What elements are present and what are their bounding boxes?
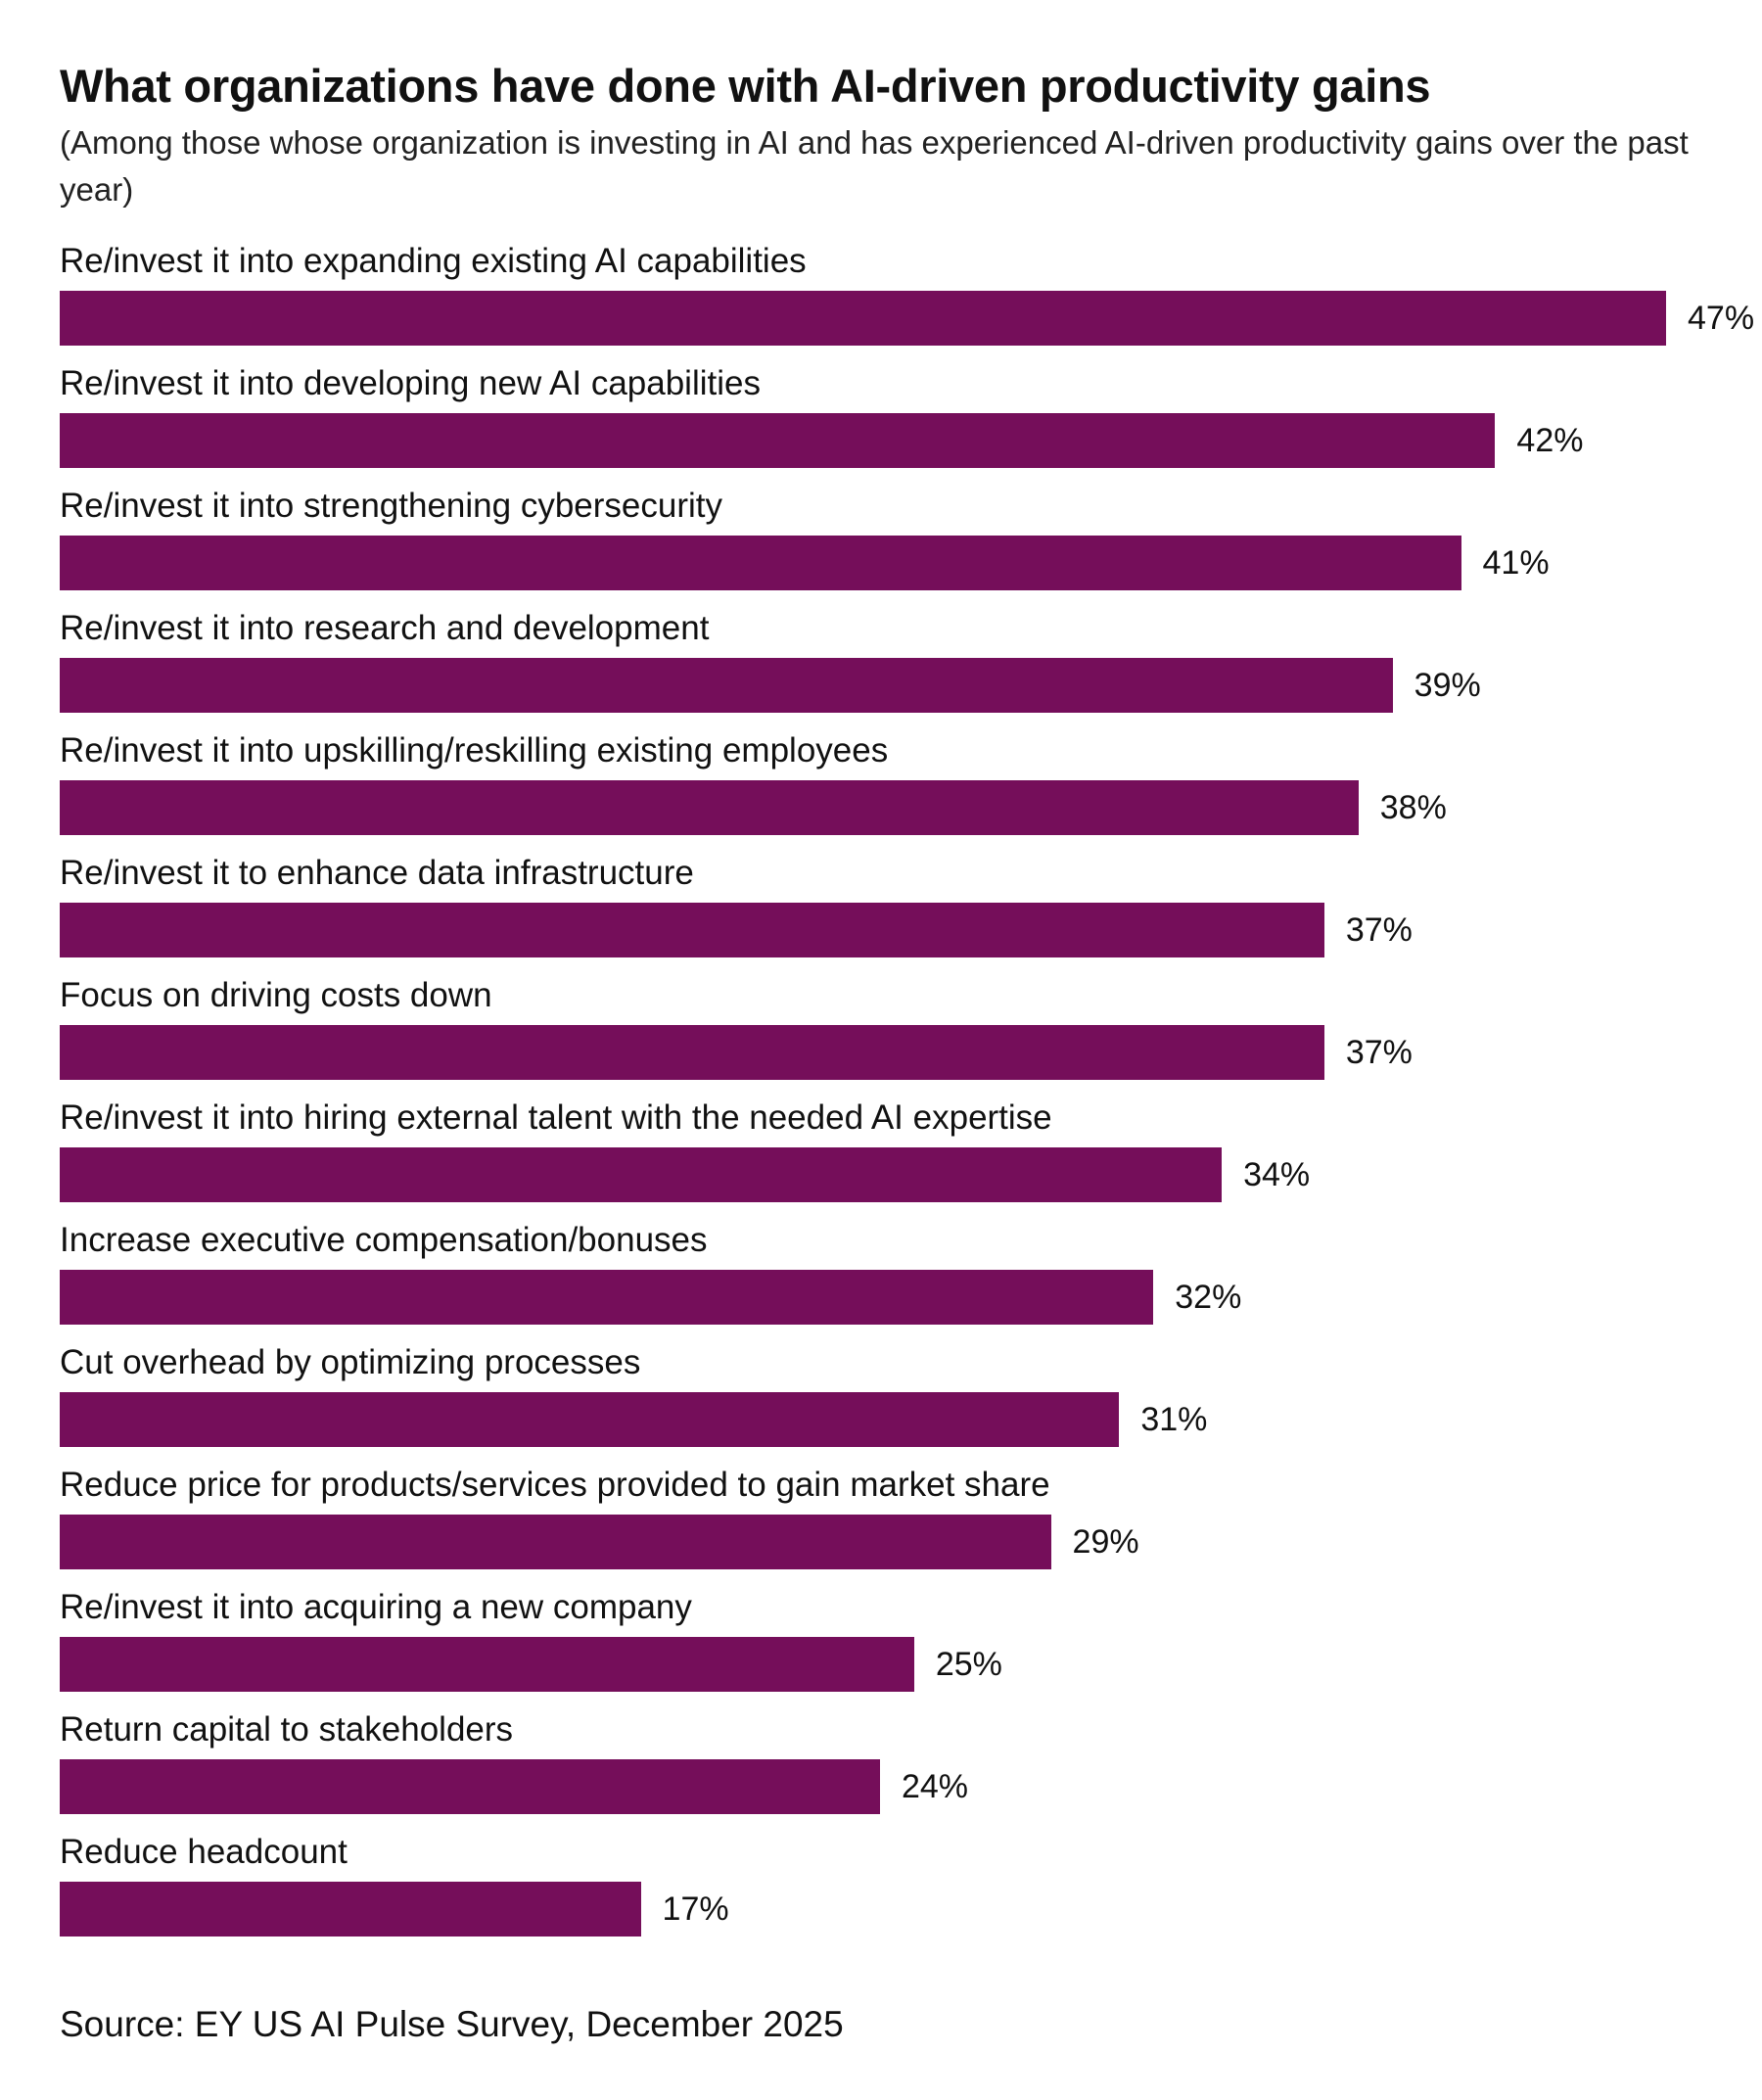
category-label: Re/invest it into research and developme… [60, 609, 710, 647]
value-label: 24% [901, 1768, 969, 1805]
bar [60, 1759, 880, 1814]
value-label: 37% [1345, 1034, 1413, 1071]
chart-title: What organizations have done with AI-dri… [60, 60, 1431, 112]
category-label: Re/invest it into acquiring a new compan… [60, 1588, 692, 1626]
category-label: Re/invest it into hiring external talent… [60, 1098, 1052, 1137]
value-label: 42% [1516, 422, 1584, 459]
bar [60, 1025, 1324, 1080]
category-label: Reduce headcount [60, 1833, 348, 1871]
bar [60, 1392, 1120, 1447]
bar [60, 903, 1324, 957]
bar [60, 1515, 1051, 1569]
category-label: Reduce price for products/services provi… [60, 1466, 1050, 1504]
value-label: 37% [1345, 911, 1413, 949]
bar [60, 780, 1359, 835]
value-label: 41% [1482, 544, 1550, 582]
category-label: Return capital to stakeholders [60, 1710, 514, 1749]
category-label: Increase executive compensation/bonuses [60, 1221, 708, 1259]
bar [60, 1882, 641, 1937]
value-label: 38% [1379, 789, 1447, 826]
bar [60, 291, 1666, 346]
category-label: Re/invest it into strengthening cybersec… [60, 487, 722, 525]
value-label: 29% [1072, 1523, 1139, 1561]
value-label: 34% [1243, 1156, 1311, 1193]
value-label: 31% [1140, 1401, 1208, 1438]
bar [60, 1270, 1154, 1325]
category-label: Cut overhead by optimizing processes [60, 1343, 641, 1381]
bar [60, 536, 1461, 590]
category-label: Re/invest it into developing new AI capa… [60, 364, 761, 402]
bar [60, 1637, 914, 1692]
category-label: Focus on driving costs down [60, 976, 492, 1014]
value-label: 39% [1414, 667, 1481, 704]
bar [60, 658, 1393, 713]
value-label: 17% [662, 1890, 729, 1928]
bar [60, 413, 1496, 468]
category-label: Re/invest it to enhance data infrastruct… [60, 854, 694, 892]
chart-subtitle: (Among those whose organization is inves… [60, 124, 1689, 208]
value-label: 32% [1175, 1279, 1242, 1316]
source-note: Source: EY US AI Pulse Survey, December … [60, 2004, 844, 2044]
bar [60, 1147, 1223, 1202]
value-label: 25% [935, 1646, 1002, 1683]
category-label: Re/invest it into upskilling/reskilling … [60, 731, 889, 770]
category-label: Re/invest it into expanding existing AI … [60, 242, 807, 280]
value-label: 47% [1688, 300, 1755, 337]
